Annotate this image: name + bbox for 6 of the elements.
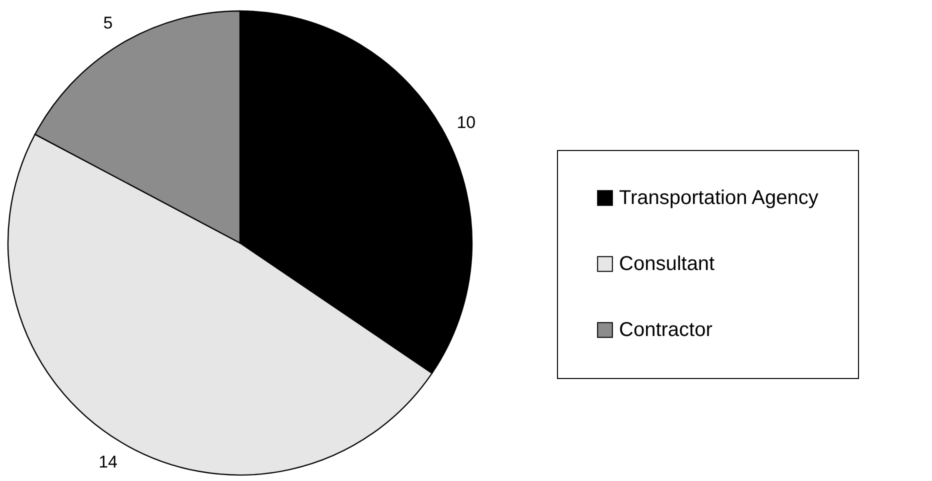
- data-label: 14: [98, 452, 118, 472]
- legend-label: Contractor: [619, 319, 713, 341]
- legend-label: Consultant: [619, 253, 716, 275]
- data-label: 5: [103, 14, 113, 33]
- legend-label: Transportation Agency: [619, 187, 818, 209]
- data-label: 10: [456, 113, 476, 132]
